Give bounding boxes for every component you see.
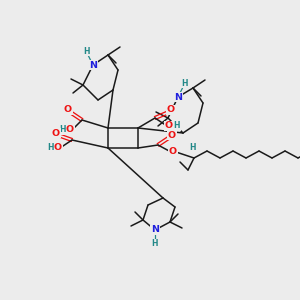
Text: O: O [165,122,173,130]
Text: H: H [190,143,196,152]
Text: N: N [151,226,159,235]
Text: O: O [169,148,177,157]
Text: H: H [152,239,158,248]
Text: H: H [181,79,187,88]
Text: H: H [174,122,180,130]
Text: H: H [84,46,90,56]
Text: O: O [168,130,176,140]
Text: O: O [52,128,60,137]
Text: H: H [59,125,65,134]
Text: O: O [54,143,62,152]
Text: H: H [47,143,53,152]
Text: N: N [174,92,182,101]
Text: O: O [66,125,74,134]
Text: O: O [64,106,72,115]
Text: N: N [89,61,97,70]
Text: O: O [167,106,175,115]
